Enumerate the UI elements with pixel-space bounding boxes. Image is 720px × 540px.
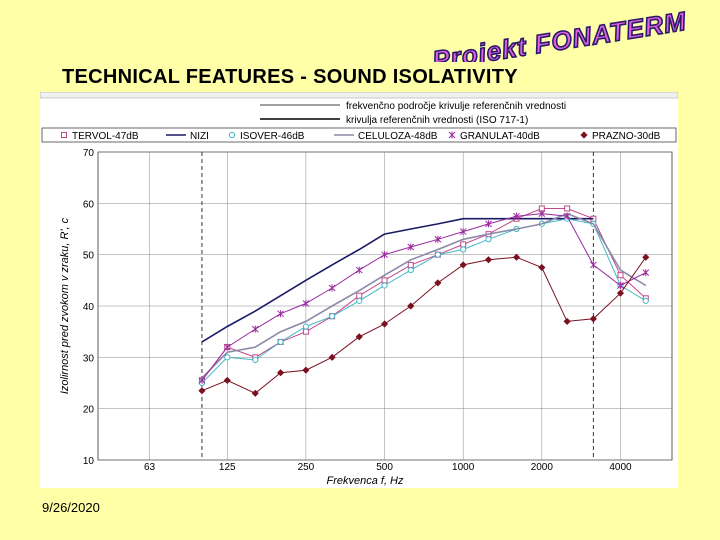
series-4-point-15 xyxy=(590,261,597,269)
series-0-point-4 xyxy=(302,328,309,335)
legend-marker-4 xyxy=(448,131,456,139)
series-5-point-3 xyxy=(277,369,285,377)
series-2-point-7 xyxy=(381,282,388,289)
series-0-point-10 xyxy=(460,241,467,248)
series-0-point-8 xyxy=(407,261,414,268)
x-tick-label-3: 500 xyxy=(376,462,393,473)
legend-marker-2 xyxy=(228,131,236,139)
x-tick-label-4: 1000 xyxy=(452,462,475,473)
series-4-point-17 xyxy=(642,269,650,277)
series-5-point-2 xyxy=(251,389,259,397)
series-5-point-9 xyxy=(434,279,442,287)
series-5-point-8 xyxy=(407,302,415,310)
chart-panel: frekvenčno področje krivulje referenčnih… xyxy=(40,92,678,488)
series-5-point-17 xyxy=(642,253,650,261)
series-line-4 xyxy=(201,213,647,381)
series-2-point-6 xyxy=(356,297,363,304)
y-tick-label-5: 60 xyxy=(83,199,95,210)
series-2-point-10 xyxy=(460,246,467,253)
series-4-point-1 xyxy=(223,343,231,351)
series-5-point-0 xyxy=(198,387,206,395)
header-note-reference: krivulja referenčnih vrednosti (ISO 717-… xyxy=(346,115,528,126)
series-4-point-2 xyxy=(251,325,259,333)
series-2-point-4 xyxy=(302,323,310,330)
series-4-point-14 xyxy=(563,212,571,220)
y-tick-label-4: 50 xyxy=(83,251,95,262)
sound-isolation-chart: frekvenčno področje krivulje referenčnih… xyxy=(40,92,678,487)
series-4-point-7 xyxy=(381,251,388,259)
series-2-point-2 xyxy=(252,356,259,363)
y-tick-label-2: 30 xyxy=(83,353,95,364)
x-tick-label-2: 250 xyxy=(298,462,315,473)
legend-label-5: PRAZNO-30dB xyxy=(592,131,661,142)
fonaterm-logo: Projekt FONATERM xyxy=(430,6,690,62)
series-5-point-14 xyxy=(563,317,571,325)
slide-date: 9/26/2020 xyxy=(42,500,100,515)
series-4-point-3 xyxy=(277,310,284,318)
series-2-point-5 xyxy=(329,313,336,320)
series-4-point-13 xyxy=(538,210,546,218)
series-5-point-4 xyxy=(302,366,310,374)
series-5-point-12 xyxy=(512,253,521,261)
series-5-point-1 xyxy=(223,376,231,384)
series-5-point-13 xyxy=(538,263,546,272)
series-5-point-16 xyxy=(616,289,625,297)
series-4-point-11 xyxy=(485,220,492,228)
slide-title: TECHNICAL FEATURES - SOUND ISOLATIVITY xyxy=(62,66,518,88)
header-note-range: frekvenčno področje krivulje referenčnih… xyxy=(346,101,566,112)
series-5-point-6 xyxy=(355,333,363,341)
series-line-5 xyxy=(201,256,647,394)
y-axis-label: Izolirnost pred zvokom v zraku, R', с xyxy=(59,217,71,394)
series-2-point-17 xyxy=(642,297,649,304)
series-4-point-16 xyxy=(617,281,624,289)
x-axis-label: Frekvenca f, Hz xyxy=(326,475,404,487)
svg-text:Projekt FONATERM: Projekt FONATERM xyxy=(430,6,689,62)
series-line-3 xyxy=(201,212,647,379)
legend-label-3: CELULOZA-48dB xyxy=(358,131,438,142)
series-4-point-10 xyxy=(459,228,467,236)
legend-label-2: ISOVER-46dB xyxy=(240,131,305,142)
series-0-point-6 xyxy=(356,292,363,299)
series-5-point-15 xyxy=(589,315,597,323)
x-tick-label-0: 63 xyxy=(144,462,156,473)
top-ruler xyxy=(40,92,678,99)
x-tick-label-6: 4000 xyxy=(609,462,632,473)
legend-marker-5 xyxy=(580,131,588,139)
series-4-point-8 xyxy=(407,243,415,251)
x-tick-label-1: 125 xyxy=(219,462,236,473)
series-line-2 xyxy=(201,218,647,384)
series-4-point-12 xyxy=(513,212,520,220)
series-line-1 xyxy=(201,217,594,343)
series-5-point-5 xyxy=(328,353,336,361)
series-2-point-3 xyxy=(277,338,284,346)
legend-box xyxy=(41,127,677,143)
series-2-point-8 xyxy=(407,266,414,274)
series-5-point-11 xyxy=(484,256,493,264)
series-4-point-5 xyxy=(328,284,336,292)
series-4-point-4 xyxy=(302,299,310,307)
series-4-point-9 xyxy=(434,235,442,243)
series-4-point-6 xyxy=(355,266,363,274)
series-5-point-10 xyxy=(459,261,467,269)
legend-marker-0 xyxy=(61,132,67,138)
legend-label-4: GRANULAT-40dB xyxy=(460,131,540,142)
series-0-point-16 xyxy=(617,272,624,279)
y-tick-label-3: 40 xyxy=(83,302,95,313)
y-tick-label-0: 10 xyxy=(83,456,95,467)
y-tick-label-1: 20 xyxy=(83,405,95,416)
legend-label-0: TERVOL-47dB xyxy=(72,131,139,142)
series-2-point-11 xyxy=(485,236,492,243)
y-tick-label-6: 70 xyxy=(83,148,95,159)
series-0-point-7 xyxy=(381,277,388,284)
series-2-point-9 xyxy=(434,251,441,258)
series-2-point-1 xyxy=(224,354,231,361)
series-5-point-7 xyxy=(380,320,389,328)
x-tick-label-5: 2000 xyxy=(531,462,554,473)
legend-label-1: NIZI xyxy=(190,131,209,142)
series-0-point-14 xyxy=(564,205,571,212)
series-4-point-0 xyxy=(198,376,206,384)
